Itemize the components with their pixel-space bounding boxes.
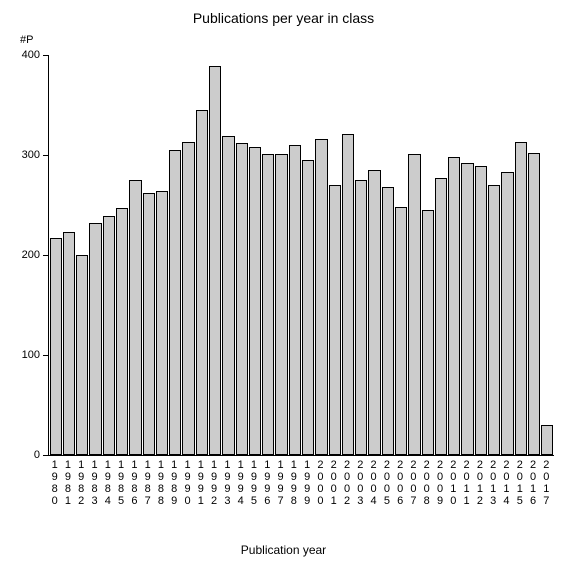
bar (103, 216, 115, 455)
x-tick-label: 1981 (61, 459, 74, 507)
bar (461, 163, 473, 455)
bar (156, 191, 168, 455)
x-tick-label: 1984 (101, 459, 114, 507)
plot-area (48, 55, 554, 456)
y-tick (43, 255, 48, 256)
y-tick (43, 455, 48, 456)
x-axis-label: Publication year (0, 543, 567, 557)
chart-title: Publications per year in class (0, 10, 567, 26)
x-tick-label: 1988 (154, 459, 167, 507)
bar (50, 238, 62, 455)
x-tick-label: 2017 (540, 459, 553, 507)
bar (116, 208, 128, 455)
x-tick-label: 1994 (234, 459, 247, 507)
x-tick-label: 1996 (261, 459, 274, 507)
bar (342, 134, 354, 455)
bar (435, 178, 447, 455)
y-tick-label: 300 (0, 149, 40, 161)
bar (236, 143, 248, 455)
bar (422, 210, 434, 455)
y-tick-label: 200 (0, 249, 40, 261)
bar (448, 157, 460, 455)
bar (76, 255, 88, 455)
bar (408, 154, 420, 455)
y-tick (43, 55, 48, 56)
x-tick-label: 1995 (247, 459, 260, 507)
x-tick-label: 2000 (314, 459, 327, 507)
bar (528, 153, 540, 455)
x-tick-label: 2008 (420, 459, 433, 507)
chart-container: Publications per year in class #P Public… (0, 0, 567, 567)
y-tick-label: 400 (0, 49, 40, 61)
bar (289, 145, 301, 455)
x-tick-label: 1987 (141, 459, 154, 507)
x-tick-label: 1986 (128, 459, 141, 507)
bar (515, 142, 527, 455)
x-tick-label: 2009 (433, 459, 446, 507)
bar (143, 193, 155, 455)
bar (182, 142, 194, 455)
bar (315, 139, 327, 455)
x-tick-label: 1993 (221, 459, 234, 507)
bar (249, 147, 261, 455)
x-tick-label: 2003 (354, 459, 367, 507)
x-tick-label: 2004 (367, 459, 380, 507)
x-tick-label: 2010 (447, 459, 460, 507)
x-tick-label: 2007 (407, 459, 420, 507)
x-tick-label: 1999 (301, 459, 314, 507)
x-tick-label: 1982 (75, 459, 88, 507)
bar (275, 154, 287, 455)
x-tick-label: 1998 (287, 459, 300, 507)
y-tick-label: 100 (0, 349, 40, 361)
x-tick-label: 1980 (48, 459, 61, 507)
bar (302, 160, 314, 455)
x-tick-label: 2014 (500, 459, 513, 507)
x-tick-label: 2016 (526, 459, 539, 507)
bar (541, 425, 553, 455)
y-axis-unit-label: #P (20, 34, 33, 46)
bar (63, 232, 75, 455)
x-tick-label: 1992 (207, 459, 220, 507)
x-tick-label: 2002 (340, 459, 353, 507)
x-tick-label: 1990 (181, 459, 194, 507)
bar (501, 172, 513, 455)
x-tick-label: 1991 (194, 459, 207, 507)
y-tick (43, 155, 48, 156)
bar (395, 207, 407, 455)
bar (222, 136, 234, 455)
x-tick-label: 1997 (274, 459, 287, 507)
bar (89, 223, 101, 455)
bar (488, 185, 500, 455)
bar (382, 187, 394, 455)
x-tick-label: 2001 (327, 459, 340, 507)
x-tick-label: 2013 (487, 459, 500, 507)
bar (368, 170, 380, 455)
x-tick-label: 2011 (460, 459, 473, 507)
x-tick-label: 2005 (380, 459, 393, 507)
x-tick-label: 2012 (473, 459, 486, 507)
bar (475, 166, 487, 455)
bar (355, 180, 367, 455)
bar (196, 110, 208, 455)
x-tick-label: 1989 (168, 459, 181, 507)
y-tick (43, 355, 48, 356)
bar (129, 180, 141, 455)
bar (209, 66, 221, 455)
bar (262, 154, 274, 455)
x-tick-label: 1983 (88, 459, 101, 507)
x-tick-label: 2015 (513, 459, 526, 507)
x-tick-label: 1985 (114, 459, 127, 507)
x-tick-label: 2006 (394, 459, 407, 507)
bar (329, 185, 341, 455)
bar (169, 150, 181, 455)
y-tick-label: 0 (0, 449, 40, 461)
